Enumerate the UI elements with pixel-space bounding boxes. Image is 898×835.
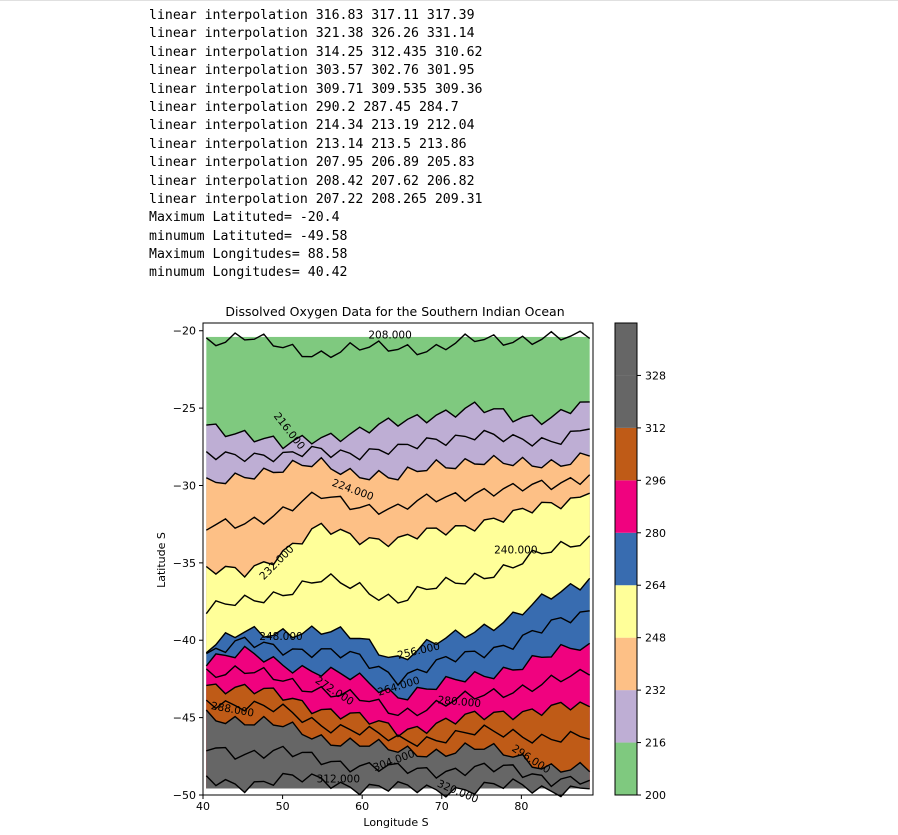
- contour-line: [205, 709, 591, 773]
- contour-fill-band: [206, 773, 590, 797]
- output-line: linear interpolation 316.83 317.11 317.3…: [149, 8, 475, 23]
- output-line: linear interpolation 207.95 206.89 205.8…: [149, 155, 475, 171]
- x-tick-label: 40: [196, 800, 210, 813]
- output-line: minumum Latituted= -49.58: [149, 228, 348, 244]
- colorbar-tick-label: 232: [645, 684, 666, 697]
- contour-line: [205, 772, 590, 798]
- output-line: linear interpolation 314.25 312.435 310.…: [149, 44, 483, 60]
- output-line: linear interpolation 321.38 326.26 331.1…: [149, 26, 475, 42]
- colorbar-tick-label: 296: [645, 474, 666, 487]
- y-tick-label: −50: [173, 789, 196, 802]
- output-line: linear interpolation 290.2 287.45 284.7: [149, 99, 459, 115]
- colorbar-frame: [614, 322, 638, 796]
- contour-line: [205, 664, 591, 717]
- colorbar-tick-label: 248: [645, 632, 666, 645]
- contour-label: 280.000: [437, 694, 481, 710]
- colorbar-segment: [615, 375, 637, 428]
- y-axis-label: Latitude S: [155, 532, 168, 588]
- colorbar-tick-label: 312: [645, 422, 666, 435]
- contour-line: [205, 474, 591, 531]
- contour-line: [205, 610, 590, 687]
- output-line: Maximum Longitudes= 88.58: [149, 247, 348, 263]
- y-tick-label: −25: [173, 402, 196, 415]
- contour-line: [205, 428, 590, 463]
- colorbar: 200 216 232 248 264 280 296 312 328: [614, 322, 666, 802]
- contour-line: [206, 683, 591, 738]
- contour-line: [205, 330, 591, 359]
- x-tick-label: 80: [514, 800, 528, 813]
- output-line: linear interpolation 303.57 302.76 301.9…: [149, 63, 475, 79]
- x-tick-label: 60: [355, 800, 369, 813]
- contour-label: 208.000: [368, 329, 411, 341]
- contour-line: [205, 492, 590, 579]
- contour-label: 312.000: [317, 774, 360, 786]
- y-tick-label: −20: [173, 325, 196, 338]
- colorbar-segment: [615, 532, 637, 586]
- colorbar-tick-label: 264: [645, 579, 666, 592]
- colorbar-segment: [615, 427, 637, 481]
- cell-top-border: [0, 0, 898, 1]
- colorbar-segment: [615, 585, 637, 638]
- contour-line: [206, 401, 590, 450]
- colorbar-segment: [615, 742, 637, 795]
- contour-label: 240.000: [494, 544, 537, 556]
- output-line: linear interpolation 213.14 213.5 213.86: [149, 136, 467, 152]
- chart-title: Dissolved Oxygen Data for the Southern I…: [225, 304, 564, 319]
- colorbar-tick-label: 280: [645, 527, 666, 540]
- output-line: minumum Longitudes= 40.42: [149, 265, 348, 281]
- contour-fill-band: [206, 710, 590, 789]
- colorbar-tick-label: 200: [645, 789, 666, 802]
- contour-line: [206, 745, 590, 788]
- output-line: linear interpolation 208.42 207.62 206.8…: [149, 173, 475, 189]
- contour-line: [205, 452, 590, 485]
- y-tick-label: −30: [173, 479, 196, 492]
- output-line: linear interpolation 309.71 309.535 309.…: [149, 81, 483, 97]
- colorbar-segment: [615, 637, 637, 691]
- x-tick-label: 50: [276, 800, 290, 813]
- output-line: linear interpolation 207.22 208.265 209.…: [149, 191, 483, 207]
- x-tick-label: 70: [435, 800, 449, 813]
- axes-frame: [202, 322, 594, 796]
- colorbar-segment: [615, 690, 637, 743]
- cell-output: linear interpolation 316.83 317.11 317.3…: [149, 7, 482, 283]
- colorbar-segment: [615, 323, 637, 376]
- colorbar-segment: [615, 480, 637, 533]
- contour-line: [205, 577, 591, 661]
- x-axis-label: Longitude S: [363, 816, 428, 829]
- colorbar-tick-label: 328: [645, 369, 666, 382]
- contour-label: 248.000: [259, 631, 302, 643]
- contour-line: [205, 642, 591, 701]
- y-tick-label: −45: [173, 712, 196, 725]
- contour-line: [205, 535, 591, 615]
- output-line: Maximum Latituted= -20.4: [149, 210, 340, 226]
- output-line: linear interpolation 214.34 213.19 212.0…: [149, 118, 475, 134]
- colorbar-tick-label: 216: [645, 737, 666, 750]
- y-tick-label: −40: [173, 634, 196, 647]
- contour-line: [205, 699, 590, 748]
- y-tick-label: −35: [173, 557, 196, 570]
